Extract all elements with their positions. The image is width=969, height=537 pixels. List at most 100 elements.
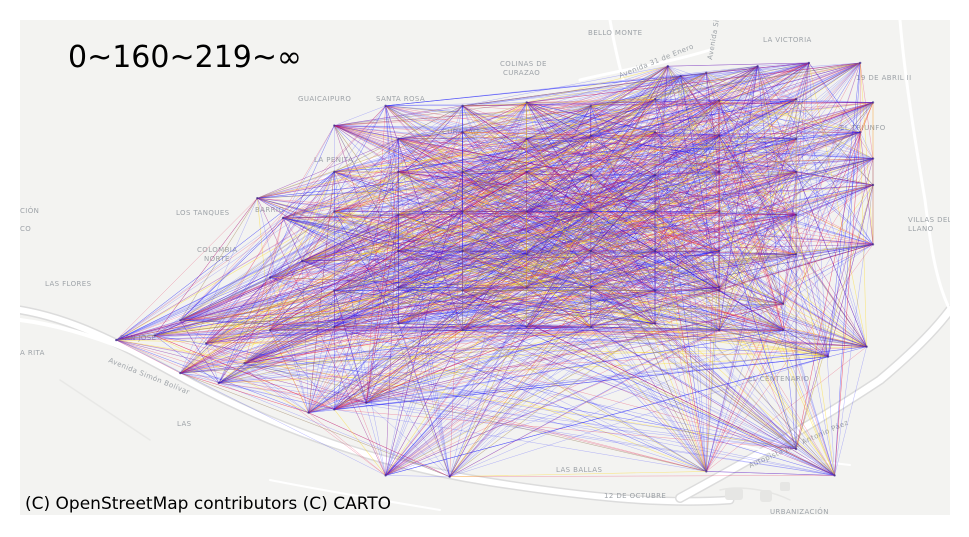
flow-line bbox=[462, 105, 861, 133]
flow-line bbox=[308, 138, 399, 413]
flow-line bbox=[590, 250, 656, 291]
flow-line bbox=[270, 211, 527, 331]
flow-line bbox=[302, 260, 463, 291]
flow-line bbox=[398, 138, 797, 450]
flow-line bbox=[462, 132, 656, 252]
flow-line bbox=[270, 131, 861, 278]
flow-line bbox=[462, 211, 656, 324]
flow-line bbox=[366, 326, 591, 404]
flow-line bbox=[462, 105, 591, 212]
flow-line bbox=[526, 250, 720, 255]
flow-line bbox=[462, 211, 591, 252]
od-node bbox=[826, 355, 830, 358]
flow-line bbox=[462, 171, 720, 291]
flow-line bbox=[462, 250, 867, 347]
flow-line bbox=[334, 105, 591, 126]
place-label: EL CENTENARIO bbox=[748, 375, 810, 383]
flow-line bbox=[462, 329, 829, 357]
flow-line bbox=[205, 329, 271, 344]
flow-line bbox=[462, 131, 591, 136]
flow-line bbox=[654, 131, 720, 136]
flow-line bbox=[398, 138, 720, 291]
flow-line bbox=[654, 66, 669, 212]
flow-line bbox=[398, 214, 720, 331]
flow-line bbox=[706, 102, 874, 472]
flow-line bbox=[719, 100, 861, 133]
flow-line bbox=[667, 62, 809, 67]
flow-line bbox=[462, 211, 656, 291]
flow-line bbox=[859, 62, 874, 245]
flow-line bbox=[680, 75, 720, 136]
flow-line bbox=[680, 76, 720, 252]
flow-line bbox=[398, 287, 656, 324]
flow-line bbox=[180, 98, 797, 374]
od-node bbox=[333, 210, 336, 213]
flow-line bbox=[718, 62, 861, 252]
flow-line bbox=[334, 125, 591, 252]
flow-line bbox=[257, 102, 527, 199]
flow-line bbox=[218, 323, 399, 384]
flow-line bbox=[244, 184, 874, 364]
flow-line bbox=[385, 105, 463, 476]
flow-line bbox=[718, 62, 810, 172]
od-node bbox=[666, 65, 669, 68]
flow-line bbox=[282, 75, 681, 219]
flow-line bbox=[526, 138, 867, 347]
flow-line bbox=[654, 98, 861, 133]
flow-line bbox=[180, 211, 463, 321]
flow-line bbox=[385, 171, 399, 476]
flow-line bbox=[154, 174, 656, 336]
flow-line bbox=[205, 329, 271, 344]
flow-line bbox=[526, 138, 591, 212]
flow-line bbox=[244, 98, 797, 364]
map-frame[interactable]: BELLO MONTE LA VICTORIA COLINAS DE CURAZ… bbox=[20, 20, 950, 515]
flow-line bbox=[244, 211, 591, 364]
flow-line bbox=[308, 412, 450, 477]
flow-line bbox=[154, 62, 861, 336]
flow-line bbox=[334, 75, 681, 173]
flow-line bbox=[526, 62, 861, 255]
flow-line bbox=[795, 62, 861, 139]
flow-line bbox=[718, 214, 797, 331]
flow-line bbox=[654, 99, 797, 212]
flow-line bbox=[334, 287, 527, 410]
flow-line bbox=[180, 211, 591, 374]
flow-line bbox=[462, 174, 656, 291]
flow-line bbox=[526, 171, 707, 472]
flow-line bbox=[334, 254, 797, 328]
flow-line bbox=[116, 339, 309, 413]
flow-line bbox=[334, 174, 591, 291]
flow-line bbox=[590, 174, 867, 347]
od-node bbox=[717, 249, 721, 253]
flow-line bbox=[366, 66, 668, 403]
flow-line bbox=[462, 102, 874, 107]
flow-line bbox=[385, 214, 797, 476]
flow-line bbox=[449, 135, 720, 477]
flow-line bbox=[718, 214, 797, 288]
flow-line bbox=[385, 135, 720, 476]
map-canvas[interactable]: BELLO MONTE LA VICTORIA COLINAS DE CURAZ… bbox=[20, 20, 950, 515]
flow-line bbox=[654, 171, 720, 176]
flow-line bbox=[154, 335, 797, 450]
flow-line bbox=[398, 250, 591, 288]
flow-line bbox=[398, 138, 874, 159]
flow-line bbox=[462, 102, 527, 133]
flow-line bbox=[526, 138, 797, 288]
flow-line bbox=[180, 290, 335, 374]
flow-line bbox=[308, 323, 656, 413]
flow-line bbox=[667, 66, 797, 255]
flow-line bbox=[526, 62, 810, 328]
flow-line bbox=[462, 214, 797, 331]
flow-line bbox=[334, 125, 797, 215]
flow-line bbox=[334, 171, 720, 288]
flow-line bbox=[385, 211, 656, 476]
flow-line bbox=[180, 320, 591, 328]
flow-line bbox=[398, 158, 874, 173]
flow-line bbox=[398, 287, 835, 476]
flow-line bbox=[302, 260, 527, 328]
flow-line bbox=[398, 211, 591, 252]
flow-line bbox=[180, 250, 591, 321]
flow-line bbox=[282, 217, 463, 291]
flow-line bbox=[334, 211, 720, 331]
flow-line bbox=[398, 250, 463, 331]
